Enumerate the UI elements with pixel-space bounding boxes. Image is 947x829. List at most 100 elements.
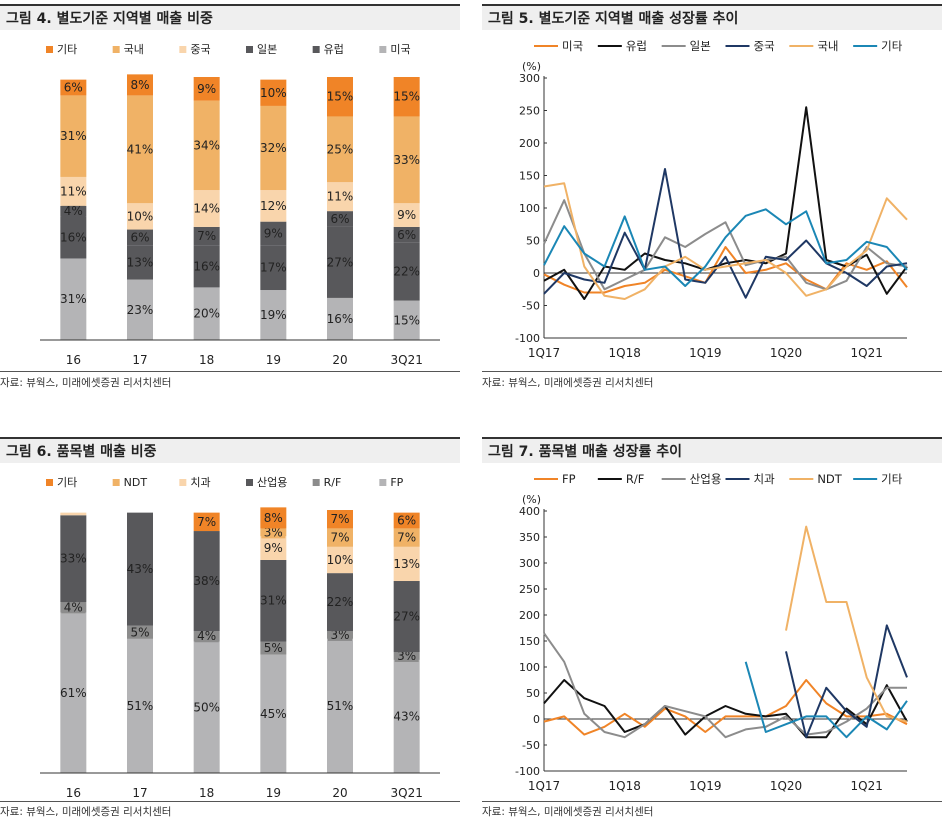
data-label-bg-r-f-16	[61, 601, 86, 614]
y-tick-label: 250	[519, 583, 540, 596]
data-label-국내-20: 25%	[327, 142, 354, 156]
bar-segment-미국-18	[193, 287, 220, 340]
data-label-r-f-3q21: 3%	[397, 649, 416, 663]
legend-label-fp: FP	[562, 472, 576, 486]
data-label-일본-16: 4%	[64, 204, 83, 218]
legend-label-국내: 국내	[124, 43, 144, 56]
x-tick-label-1q18: 1Q18	[608, 346, 640, 360]
data-label-fp-3q21: 43%	[393, 709, 420, 723]
bar-segment-중국-18	[193, 190, 220, 227]
x-tick-label-16: 16	[66, 353, 81, 367]
figure-7-source: 자료: 뷰웍스, 미래에셋증권 리서치센터	[482, 806, 654, 818]
bar-segment-일본-17	[127, 229, 153, 246]
data-label-중국-17: 10%	[127, 209, 154, 223]
y-tick-label: 100	[519, 661, 540, 674]
bar-segment-산업용-20	[327, 573, 353, 631]
bar-segment-중국-17	[127, 203, 153, 230]
data-label-bg-ndt-19	[261, 526, 286, 539]
x-tick-label-1q21: 1Q21	[850, 779, 882, 793]
bar-segment-국내-17	[127, 95, 153, 204]
bar-segment-기타-18	[193, 512, 220, 532]
x-tick-label-20: 20	[332, 353, 347, 367]
y-tick-label: 0	[533, 713, 540, 726]
bar-segment-ndt-20	[327, 528, 353, 547]
figure-7-chart: (%) -100 -50 0 50 100 150 200 250 300 350 400 1Q17 1Q…	[515, 472, 908, 793]
x-tick-label-1q18: 1Q18	[608, 779, 640, 793]
legend-label-중국: 중국	[754, 39, 775, 53]
legend-swatch-치과	[179, 479, 187, 486]
y-tick-label: 300	[519, 72, 540, 85]
data-label-치과-3q21: 13%	[393, 557, 420, 571]
data-label-산업용-17: 43%	[127, 562, 154, 576]
x-tick-label-3q21: 3Q21	[390, 353, 422, 367]
data-label-일본-19: 9%	[264, 226, 283, 240]
y-tick-label: 300	[519, 557, 540, 570]
legend-swatch-산업용	[246, 479, 253, 486]
y-tick-label: 150	[519, 635, 540, 648]
legend-label-fp: FP	[390, 476, 403, 489]
data-label-bg-일본-16	[61, 205, 86, 218]
bar-segment-국내-3q21	[393, 116, 420, 204]
legend-swatch-기타	[46, 46, 53, 53]
data-label-국내-3q21: 33%	[393, 153, 420, 167]
bar-segment-기타-20	[327, 510, 353, 529]
data-label-유럽-17: 13%	[127, 255, 154, 269]
data-label-산업용-20: 22%	[327, 595, 354, 609]
y-tick-label: -50	[522, 300, 540, 313]
legend-swatch-fp	[379, 479, 387, 486]
data-label-r-f-16: 4%	[64, 600, 83, 614]
bar-segment-기타-19	[260, 79, 287, 106]
series-line-fp	[543, 679, 908, 736]
data-label-국내-16: 31%	[60, 129, 87, 143]
data-label-미국-3q21: 15%	[393, 313, 420, 327]
legend-swatch-국내	[112, 46, 120, 53]
legend-label-기타: 기타	[57, 43, 77, 56]
bar-segment-기타-16	[60, 79, 87, 96]
bar-segment-유럽-3q21	[393, 242, 420, 301]
figure-4-title: 그림 4. 별도기준 지역별 매출 비중	[0, 4, 460, 30]
bar-segment-기타-20	[327, 77, 353, 117]
legend-label-국내: 국내	[817, 39, 838, 53]
data-label-기타-18: 7%	[197, 515, 216, 529]
x-tick-label-1q19: 1Q19	[689, 779, 721, 793]
legend-swatch-ndt	[112, 479, 120, 486]
bar-segment-미국-16	[60, 258, 87, 340]
data-label-미국-16: 31%	[60, 292, 87, 306]
data-label-fp-18: 50%	[193, 700, 220, 714]
bar-segment-국내-19	[260, 105, 287, 191]
data-label-산업용-19: 31%	[260, 594, 287, 608]
bar-segment-기타-3q21	[393, 512, 420, 529]
figure-6-chart: 기타 NDT 치과 산업용 R/F FP 61% 4% 33% 16 51% 5% 43% 17 50% 4%…	[40, 476, 440, 800]
legend-swatch-유럽	[312, 46, 320, 53]
data-label-기타-16: 6%	[64, 81, 83, 95]
bar-segment-유럽-16	[60, 216, 87, 259]
x-tick-label-20: 20	[332, 786, 347, 800]
legend-label-유럽: 유럽	[626, 39, 647, 53]
bar-segment-국내-16	[60, 95, 87, 177]
x-tick-label-19: 19	[266, 786, 281, 800]
data-label-r-f-20: 3%	[330, 628, 349, 642]
x-tick-label-1q17: 1Q17	[528, 779, 560, 793]
bar-segment-산업용-18	[193, 531, 220, 631]
bar-segment-fp-16	[60, 612, 87, 773]
figure-4-panel: 그림 4. 별도기준 지역별 매출 비중 기타 국내 중국 일본 유럽 미국 31% 16% 4…	[0, 4, 460, 389]
data-label-유럽-18: 16%	[193, 259, 220, 273]
legend-label-미국: 미국	[390, 43, 410, 56]
data-label-중국-20: 11%	[327, 190, 354, 204]
data-label-fp-19: 45%	[260, 707, 287, 721]
data-label-기타-20: 7%	[330, 512, 349, 526]
data-label-bg-r-f-19	[261, 642, 286, 655]
legend-label-미국: 미국	[562, 39, 583, 53]
legend-label-치과: 치과	[190, 476, 210, 489]
bar-segment-fp-20	[327, 638, 353, 773]
bar-segment-기타-3q21	[393, 77, 420, 117]
x-tick-label-19: 19	[266, 353, 281, 367]
legend-label-중국: 중국	[190, 43, 210, 56]
x-tick-label-1q21: 1Q21	[850, 346, 882, 360]
bar-segment-치과-3q21	[393, 546, 420, 582]
figure-5-chart: (%) -100 -50 0 50 100 150 200 250 300 1Q17 1Q18 1Q19…	[515, 39, 908, 360]
series-line-일본	[543, 199, 908, 291]
data-label-유럽-3q21: 22%	[393, 265, 420, 279]
data-label-중국-3q21: 9%	[397, 208, 416, 222]
bar-segment-fp-3q21	[393, 659, 420, 773]
